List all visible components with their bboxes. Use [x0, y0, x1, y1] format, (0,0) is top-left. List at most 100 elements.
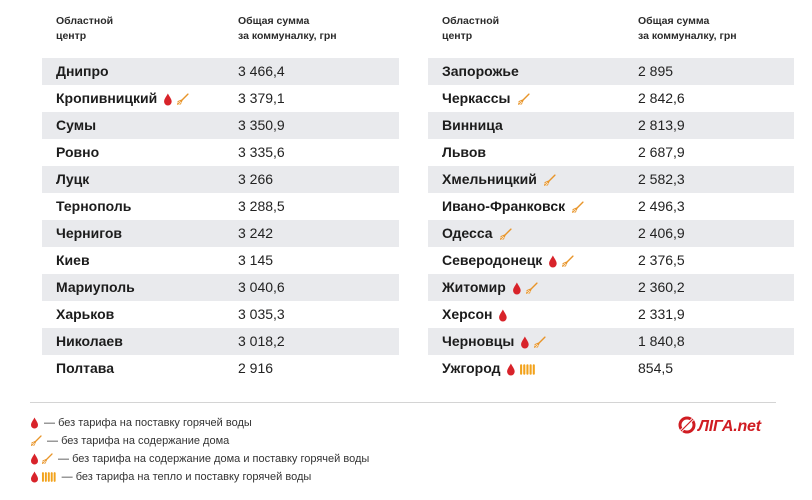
city-name: Чернигов: [56, 220, 122, 247]
city-label: Северодонецк: [442, 252, 543, 268]
water-drop-icon: [31, 471, 38, 483]
total-sum-value: 3 018,2: [238, 333, 285, 349]
water-drop-icon: [31, 453, 38, 465]
tariff-icons: [520, 329, 549, 356]
table-row: Кропивницкий 3 379,1: [42, 85, 399, 112]
table-row: Ровно 3 335,6: [42, 139, 399, 166]
left-table-header: Областной центр Общая сумма за коммуналк…: [42, 14, 399, 60]
table-row: Киев 3 145: [42, 247, 399, 274]
city-label: Запорожье: [442, 63, 519, 79]
legend-item: — без тарифа на содержание дома: [30, 432, 369, 450]
table-row: Черновцы 1 840,8: [428, 328, 794, 355]
water-drop-icon: [521, 336, 530, 349]
col-header-city: Областной центр: [56, 15, 114, 42]
table-row: Херсон 2 331,9: [428, 301, 794, 328]
city-label: Житомир: [442, 279, 506, 295]
city-label: Луцк: [56, 171, 90, 187]
legend: — без тарифа на поставку горячей воды — …: [30, 414, 369, 486]
broom-icon: [499, 228, 512, 240]
tariff-icons: [517, 86, 533, 113]
table-row: Хмельницкий 2 582,3: [428, 166, 794, 193]
city-name: Мариуполь: [56, 274, 135, 301]
water-drop-icon: [512, 282, 521, 295]
table-row: Луцк 3 266: [42, 166, 399, 193]
total-sum-value: 2 496,3: [638, 198, 685, 214]
total-sum-value: 3 040,6: [238, 279, 285, 295]
city-label: Николаев: [56, 333, 123, 349]
city-name: Ровно: [56, 139, 99, 166]
tariff-icons: [506, 356, 539, 383]
table-row: Тернополь 3 288,5: [42, 193, 399, 220]
total-sum-value: 2 360,2: [638, 279, 685, 295]
left-table: Областной центр Общая сумма за коммуналк…: [42, 14, 399, 376]
city-label: Киев: [56, 252, 90, 268]
city-name: Хмельницкий: [442, 166, 559, 194]
water-drop-icon: [499, 309, 508, 322]
total-sum-value: 3 466,4: [238, 63, 285, 79]
city-label: Полтава: [56, 360, 115, 376]
tariff-icons: [548, 248, 577, 275]
city-label: Тернополь: [56, 198, 132, 214]
city-name: Черкассы: [442, 85, 533, 113]
table-row: Харьков 3 035,3: [42, 301, 399, 328]
city-label: Харьков: [56, 306, 115, 322]
city-name: Львов: [442, 139, 486, 166]
city-name: Сумы: [56, 112, 96, 139]
total-sum-value: 1 840,8: [638, 333, 685, 349]
city-name: Днипро: [56, 58, 109, 85]
city-name: Житомир: [442, 274, 541, 302]
legend-icons: [30, 417, 41, 429]
col-header-city: Областной центр: [442, 15, 500, 42]
divider: [30, 402, 776, 403]
city-label: Мариуполь: [56, 279, 135, 295]
table-row: Житомир 2 360,2: [428, 274, 794, 301]
legend-icons: [30, 471, 59, 483]
broom-icon: [525, 282, 538, 294]
legend-text: — без тарифа на содержание дома и постав…: [55, 453, 370, 465]
total-sum-value: 2 842,6: [638, 90, 685, 106]
tariff-icons: [499, 221, 515, 248]
total-sum-value: 2 331,9: [638, 306, 685, 322]
legend-item: — без тарифа на поставку горячей воды: [30, 414, 369, 432]
city-label: Хмельницкий: [442, 171, 537, 187]
city-label: Днипро: [56, 63, 109, 79]
broom-icon: [42, 453, 53, 465]
broom-icon: [543, 174, 556, 186]
liga-logo-text: ЛІГА.net: [698, 418, 761, 435]
broom-icon: [562, 255, 574, 267]
city-label: Одесса: [442, 225, 493, 241]
city-label: Черновцы: [442, 333, 515, 349]
city-name: Кропивницкий: [56, 85, 192, 113]
city-name: Херсон: [442, 301, 511, 329]
table-row: Днипро 3 466,4: [42, 58, 399, 85]
city-name: Николаев: [56, 328, 123, 355]
table-row: Одесса 2 406,9: [428, 220, 794, 247]
city-label: Чернигов: [56, 225, 123, 241]
table-row: Черкассы 2 842,6: [428, 85, 794, 112]
tariff-icons: [543, 167, 559, 194]
city-label: Сумы: [56, 117, 97, 133]
total-sum-value: 2 916: [238, 360, 274, 376]
water-drop-icon: [549, 255, 557, 268]
total-sum-value: 3 379,1: [238, 90, 285, 106]
total-sum-value: 3 266: [238, 171, 274, 187]
total-sum-value: 2 895: [638, 63, 674, 79]
city-name: Тернополь: [56, 193, 131, 220]
city-name: Ивано-Франковск: [442, 193, 587, 221]
total-sum-value: 2 813,9: [638, 117, 685, 133]
city-label: Херсон: [442, 306, 493, 322]
city-name: Черновцы: [442, 328, 549, 356]
tariff-icons: [571, 194, 587, 221]
legend-text: — без тарифа на тепло и поставку горячей…: [58, 471, 312, 483]
liga-logo-mark-icon: [678, 416, 696, 434]
right-table-body: Запорожье 2 895 Черкассы 2 842,6 Винница 2 81…: [428, 58, 794, 382]
city-name: Запорожье: [442, 58, 519, 85]
table-row: Львов 2 687,9: [428, 139, 794, 166]
city-name: Ужгород: [442, 355, 539, 383]
total-sum-value: 2 376,5: [638, 252, 685, 268]
table-row: Винница 2 813,9: [428, 112, 794, 139]
broom-icon: [177, 93, 189, 105]
table-row: Северодонецк 2 376,5: [428, 247, 794, 274]
broom-icon: [534, 336, 546, 348]
table-row: Николаев 3 018,2: [42, 328, 399, 355]
